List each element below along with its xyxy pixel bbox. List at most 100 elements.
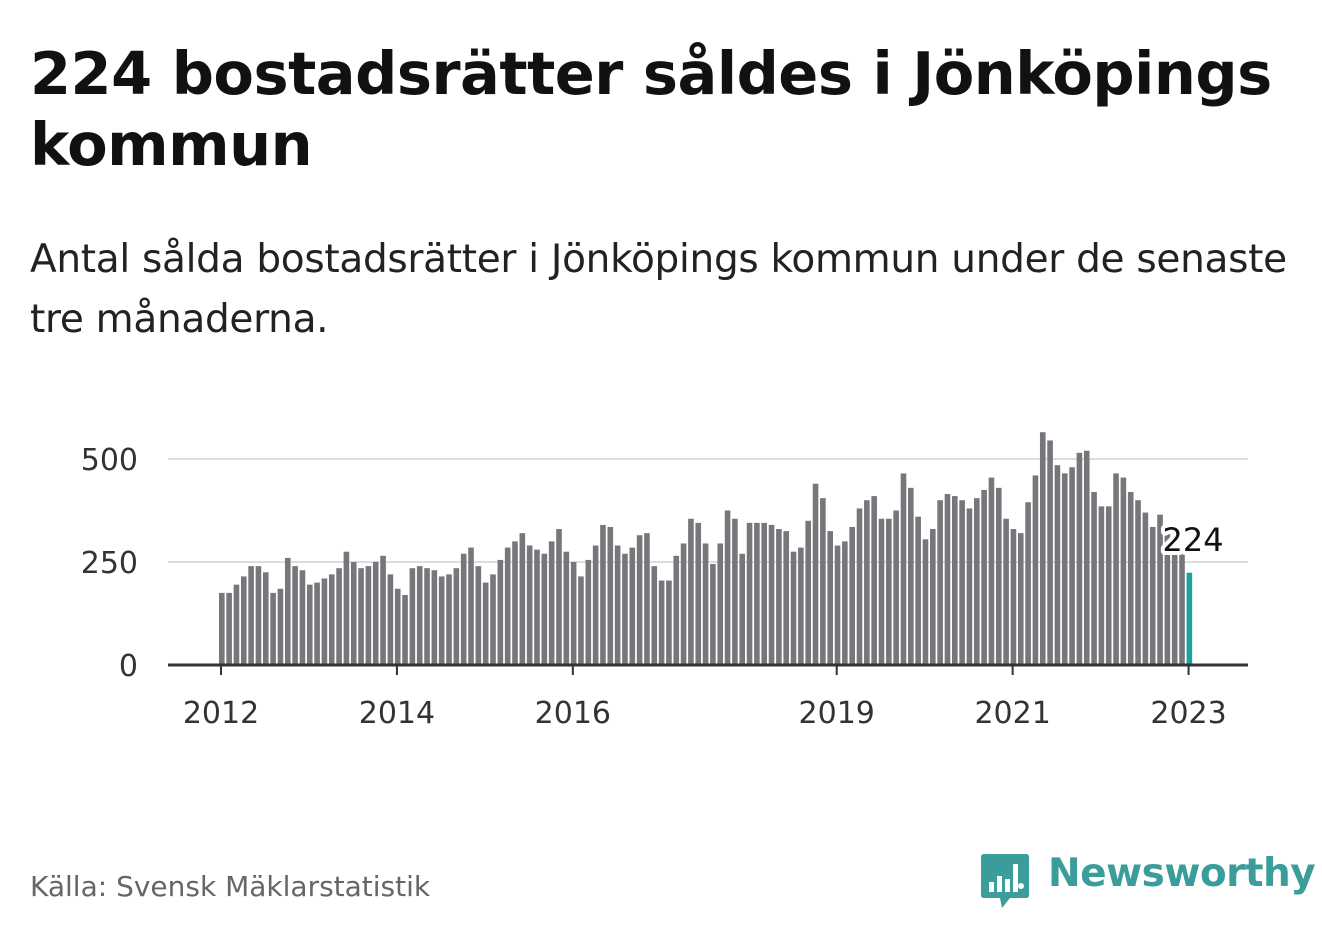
bar <box>739 553 746 665</box>
bar <box>1076 452 1083 665</box>
bar <box>314 582 320 665</box>
bar <box>387 574 394 665</box>
bar <box>1127 491 1134 665</box>
y-tick-label: 0 <box>119 649 138 684</box>
bar <box>614 545 621 665</box>
bar <box>438 576 445 665</box>
bar <box>585 559 592 665</box>
bar <box>402 594 408 665</box>
bar <box>578 576 584 665</box>
bar <box>930 529 936 665</box>
bar <box>644 533 650 665</box>
bar <box>1105 506 1112 665</box>
bar <box>1149 526 1156 665</box>
x-tick-label: 2016 <box>535 696 611 731</box>
bar <box>1083 450 1090 665</box>
bar <box>219 592 225 665</box>
bar <box>856 508 863 665</box>
bar <box>798 547 804 665</box>
bar <box>519 533 526 665</box>
bar <box>284 557 291 665</box>
bar <box>1142 512 1149 665</box>
bar <box>849 526 855 665</box>
last-value-label: 224 <box>1162 521 1223 559</box>
bars <box>219 432 1193 665</box>
bar <box>570 562 577 665</box>
bar <box>658 580 665 665</box>
y-tick-label: 500 <box>81 443 138 478</box>
bar <box>995 487 1002 665</box>
bar <box>834 545 841 665</box>
bar <box>372 562 379 665</box>
bar <box>959 500 965 665</box>
bar <box>1010 529 1017 665</box>
bar <box>702 543 709 665</box>
bar <box>1091 491 1097 665</box>
bar <box>820 498 826 665</box>
bar <box>732 518 738 665</box>
bar <box>453 568 460 665</box>
bar <box>306 584 313 665</box>
bar <box>937 500 943 665</box>
bar <box>233 584 240 665</box>
bar <box>240 576 247 665</box>
bar <box>717 543 724 665</box>
y-tick-label: 250 <box>81 546 138 581</box>
bar <box>248 566 254 665</box>
bar <box>805 520 811 665</box>
bar <box>1054 465 1061 665</box>
bar <box>915 516 921 665</box>
bar <box>680 543 687 665</box>
bar <box>512 541 518 665</box>
bar-chart: 0 250 500 2012 2014 2016 2019 2021 2023 224 <box>81 432 1248 731</box>
bar <box>1047 440 1053 665</box>
bar <box>358 568 364 665</box>
bar <box>893 510 899 665</box>
bar <box>864 500 870 665</box>
bar-latest <box>1186 572 1193 665</box>
bar <box>526 545 533 665</box>
bar <box>1017 533 1024 665</box>
newsworthy-logo: Newsworthy <box>980 848 1316 912</box>
bar <box>350 562 357 665</box>
bar <box>944 494 951 665</box>
bar <box>790 551 797 665</box>
bar <box>277 588 284 665</box>
bar <box>1098 506 1105 665</box>
x-tick-label: 2012 <box>183 696 259 731</box>
bar <box>504 547 511 665</box>
bar <box>534 549 540 665</box>
bar <box>262 572 269 665</box>
bar <box>1069 467 1075 665</box>
bar <box>988 477 995 665</box>
bar <box>1113 473 1119 665</box>
bar <box>446 574 452 665</box>
bar <box>908 487 914 665</box>
bar <box>871 496 877 665</box>
bar <box>812 483 819 665</box>
chart-subtitle: Antal sålda bostadsrätter i Jönköpings k… <box>30 237 1287 342</box>
x-tick-label: 2019 <box>799 696 875 731</box>
y-axis-labels: 0 250 500 <box>81 443 138 684</box>
bar <box>292 566 298 665</box>
brand-name: Newsworthy <box>1048 851 1316 896</box>
bar <box>776 529 782 665</box>
bar <box>431 570 438 665</box>
bar <box>226 592 232 665</box>
bar <box>710 564 716 665</box>
bar <box>666 580 672 665</box>
bar <box>475 566 482 665</box>
bar <box>321 578 328 665</box>
bar <box>1025 502 1031 665</box>
bar <box>1179 553 1185 665</box>
bar <box>460 553 467 665</box>
bar <box>1032 475 1039 665</box>
last-value-annotation: 224 <box>1158 517 1227 563</box>
x-tick-label: 2021 <box>974 696 1050 731</box>
bar <box>1120 477 1127 665</box>
bar <box>255 566 262 665</box>
bar <box>842 541 848 665</box>
bar <box>673 555 680 665</box>
bar <box>548 541 555 665</box>
bar <box>695 522 702 665</box>
